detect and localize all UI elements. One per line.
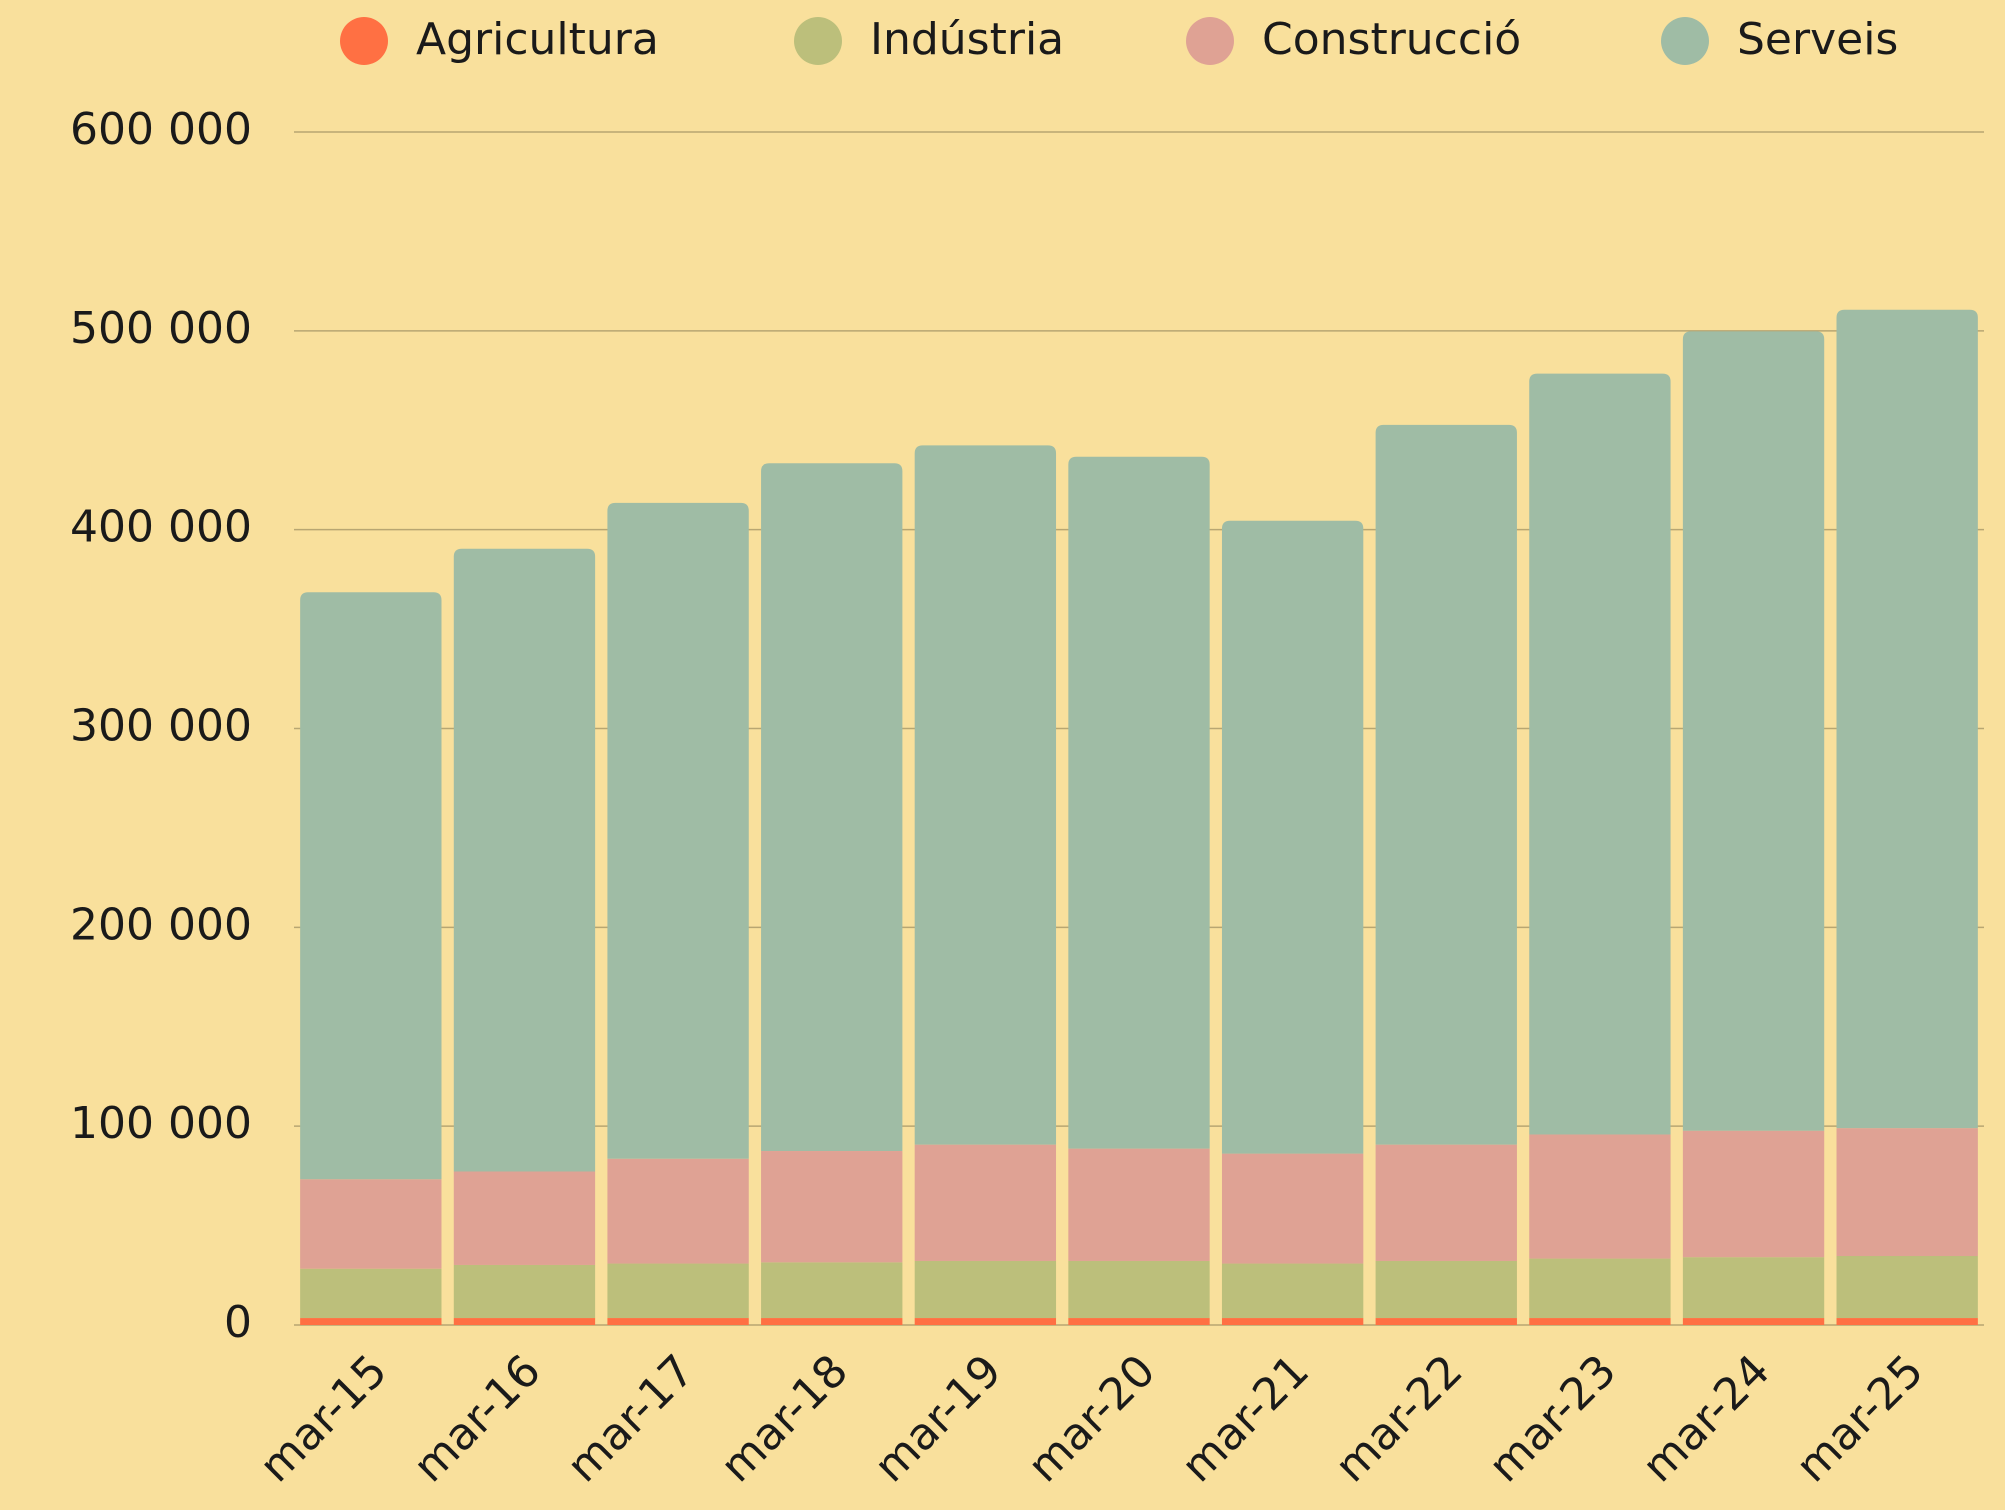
bar-segment bbox=[453, 1264, 596, 1319]
bar-segment bbox=[1682, 331, 1825, 1131]
y-tick-label: 0 bbox=[224, 1297, 252, 1348]
bar-segment bbox=[607, 1158, 749, 1264]
bar-segment bbox=[761, 1151, 903, 1263]
bar-segment bbox=[453, 1171, 596, 1265]
legend-item: Indústria bbox=[794, 14, 1064, 65]
bar-segment bbox=[607, 1318, 749, 1325]
bar-segment bbox=[1529, 1134, 1671, 1259]
bar-segment bbox=[453, 548, 596, 1172]
y-tick-label: 300 000 bbox=[70, 701, 252, 752]
bar-segment bbox=[453, 1318, 596, 1325]
bar-segment bbox=[1836, 1256, 1978, 1319]
bar-segment bbox=[1682, 1130, 1825, 1258]
bar-segment bbox=[1375, 1260, 1517, 1319]
bar-segment bbox=[1836, 309, 1978, 1129]
bar-segment bbox=[300, 1268, 442, 1319]
legend-swatch bbox=[340, 17, 388, 65]
y-tick-label: 400 000 bbox=[70, 502, 252, 553]
bar-segment bbox=[1529, 1318, 1671, 1325]
bar-segment bbox=[1682, 1318, 1825, 1325]
legend-item: Construcció bbox=[1186, 14, 1521, 65]
y-tick-label: 100 000 bbox=[70, 1098, 252, 1149]
y-tick-label: 500 000 bbox=[70, 303, 252, 354]
bar-segment bbox=[300, 1179, 442, 1269]
bar-segment bbox=[1068, 456, 1210, 1149]
bar-segment bbox=[1375, 424, 1517, 1145]
bar-segment bbox=[1221, 1318, 1364, 1325]
bar-segment bbox=[1682, 1257, 1825, 1319]
bar-segment bbox=[607, 1263, 749, 1319]
legend-label: Construcció bbox=[1262, 14, 1521, 65]
bar-segment bbox=[1375, 1144, 1517, 1261]
legend-swatch bbox=[1661, 17, 1709, 65]
bar-segment bbox=[1529, 373, 1671, 1135]
y-tick-label: 600 000 bbox=[70, 104, 252, 155]
y-tick-label: 200 000 bbox=[70, 899, 252, 950]
bar-segment bbox=[761, 463, 903, 1152]
bar-segment bbox=[300, 592, 442, 1180]
legend-swatch bbox=[794, 17, 842, 65]
bar-segment bbox=[607, 502, 749, 1159]
bar-segment bbox=[1068, 1260, 1210, 1319]
bar-segment bbox=[1221, 1153, 1364, 1264]
bar-segment bbox=[1068, 1318, 1210, 1325]
bar-segment bbox=[914, 1318, 1057, 1325]
legend-item: Serveis bbox=[1661, 14, 1898, 65]
legend-label: Indústria bbox=[870, 14, 1064, 65]
bar-segment bbox=[300, 1318, 442, 1325]
bar-segment bbox=[761, 1262, 903, 1319]
legend-item: Agricultura bbox=[340, 14, 659, 65]
bar-segment bbox=[914, 1260, 1057, 1319]
bar-segment bbox=[914, 1144, 1057, 1261]
bar-segment bbox=[1068, 1148, 1210, 1261]
bar-segment bbox=[1375, 1318, 1517, 1325]
bar-segment bbox=[1221, 520, 1364, 1154]
bar-segment bbox=[1836, 1318, 1978, 1325]
bar-segment bbox=[1221, 1263, 1364, 1319]
bar-segment bbox=[914, 445, 1057, 1145]
bar-segment bbox=[1836, 1128, 1978, 1257]
legend-label: Agricultura bbox=[416, 14, 659, 65]
legend-label: Serveis bbox=[1737, 14, 1898, 65]
legend-swatch bbox=[1186, 17, 1234, 65]
bar-segment bbox=[761, 1318, 903, 1325]
bar-segment bbox=[1529, 1258, 1671, 1319]
